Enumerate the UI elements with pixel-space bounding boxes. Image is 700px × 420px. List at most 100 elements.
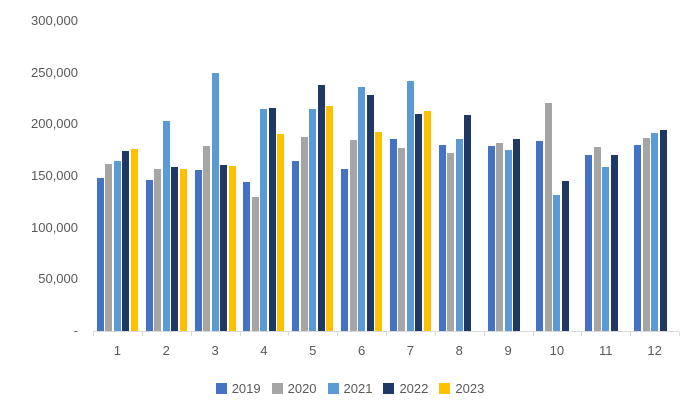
x-axis-tick [386,332,387,336]
bar-group-month-10 [532,21,581,331]
bar-2020-month-5 [300,136,308,331]
legend-item-2021: 2021 [327,381,373,396]
legend-item-2022: 2022 [383,381,428,396]
bar-2019-month-11 [585,155,593,331]
bar-2023-month-1 [130,149,138,331]
x-axis-tick [337,332,339,336]
bar-2020-month-4 [251,196,259,331]
bar-2021-month-6 [358,87,366,331]
x-axis-label: 1 [113,343,122,358]
x-axis-label: 2 [162,343,170,358]
bar-2019-month-5 [292,160,300,331]
x-axis-tick [581,332,583,336]
legend-label: 2020 [287,381,317,396]
bar-2019-month-7 [389,138,397,331]
bar-group-month-11 [581,21,630,331]
bar-2021-month-7 [406,80,414,331]
bar-2023-month-5 [326,105,334,331]
bar-2021-month-1 [113,160,121,331]
bar-2021-month-4 [260,108,268,331]
bar-2020-month-12 [642,137,650,331]
x-axis-label: 4 [260,343,268,358]
bar-2019-month-4 [243,182,251,331]
bar-2022-month-8 [464,115,472,331]
bar-2020-month-2 [154,168,162,331]
y-axis-label: - [73,323,78,338]
bar-group-month-9 [484,21,533,331]
bar-2023-month-7 [423,110,431,331]
bar-2022-month-5 [317,85,325,331]
legend: 2019 2020 2021 2022 2023 [0,381,700,396]
bar-2020-month-3 [203,146,211,331]
y-axis-label: 200,000 [31,116,78,132]
bar-2021-month-12 [651,132,659,331]
legend-label: 2019 [231,381,261,396]
bar-2022-month-4 [268,107,276,331]
bar-2019-month-8 [438,145,446,331]
bar-2021-month-5 [309,108,317,331]
bar-2020-month-10 [544,102,552,331]
bar-group-month-8 [435,21,484,331]
legend-swatch-icon [215,383,227,394]
bar-2023-month-2 [179,168,187,331]
x-axis-label: 11 [599,343,613,358]
bar-2019-month-10 [536,140,544,331]
bar-2019-month-12 [634,145,642,331]
bar-2023-month-3 [228,165,236,331]
bar-2022-month-6 [366,95,374,331]
bar-group-month-12 [630,21,679,331]
bar-2023-month-4 [277,133,285,331]
x-axis-label: 3 [211,343,219,358]
bar-2021-month-11 [602,166,610,331]
bar-2022-month-7 [415,114,423,331]
legend-label: 2022 [399,381,429,396]
bar-2021-month-2 [162,121,170,331]
bar-group-month-3 [191,21,240,331]
bar-group-month-6 [337,21,386,331]
x-axis-tick [239,332,241,336]
bar-2022-month-11 [610,155,618,331]
x-axis-tick [679,332,680,336]
legend-label: 2023 [455,381,485,396]
bar-2021-month-8 [455,138,463,331]
bar-2019-month-1 [96,178,104,331]
bar-2022-month-12 [659,129,667,331]
x-axis-label: 12 [647,343,662,358]
bar-group-month-7 [386,21,435,331]
x-axis-label: 9 [504,343,512,358]
legend-swatch-icon [271,383,283,394]
legend-swatch-icon [383,383,395,394]
bar-2021-month-3 [211,72,219,331]
y-axis-label: 100,000 [31,219,78,235]
bar-2022-month-3 [220,164,228,331]
bar-2022-month-9 [513,138,521,331]
x-axis-tick [630,332,632,336]
x-axis-tick [288,332,290,336]
bar-2022-month-10 [561,181,569,331]
x-axis-label: 5 [309,343,317,358]
bar-2019-month-6 [341,168,349,331]
x-axis-tick [483,332,485,336]
bar-2019-month-3 [194,169,202,331]
bar-2021-month-9 [504,150,512,331]
legend-label: 2021 [343,381,373,396]
y-axis-label: 50,000 [38,271,78,287]
legend-swatch-icon [327,383,339,394]
bar-group-month-1 [93,21,142,331]
x-axis-label: 8 [455,343,463,358]
bar-2020-month-7 [398,148,406,331]
legend-item-2019: 2019 [215,381,261,396]
x-axis-label: 7 [406,343,415,358]
bar-group-month-2 [142,21,191,331]
bar-2021-month-10 [553,194,561,331]
bar-2020-month-6 [349,139,357,331]
y-axis-label: 150,000 [31,168,78,183]
x-axis-tick [190,332,192,336]
plot-area [93,21,679,332]
x-axis-tick [93,332,94,336]
bar-2022-month-1 [122,151,130,331]
x-axis-tick [532,332,534,336]
bar-2020-month-8 [447,153,455,331]
bar-2019-month-9 [487,146,495,331]
